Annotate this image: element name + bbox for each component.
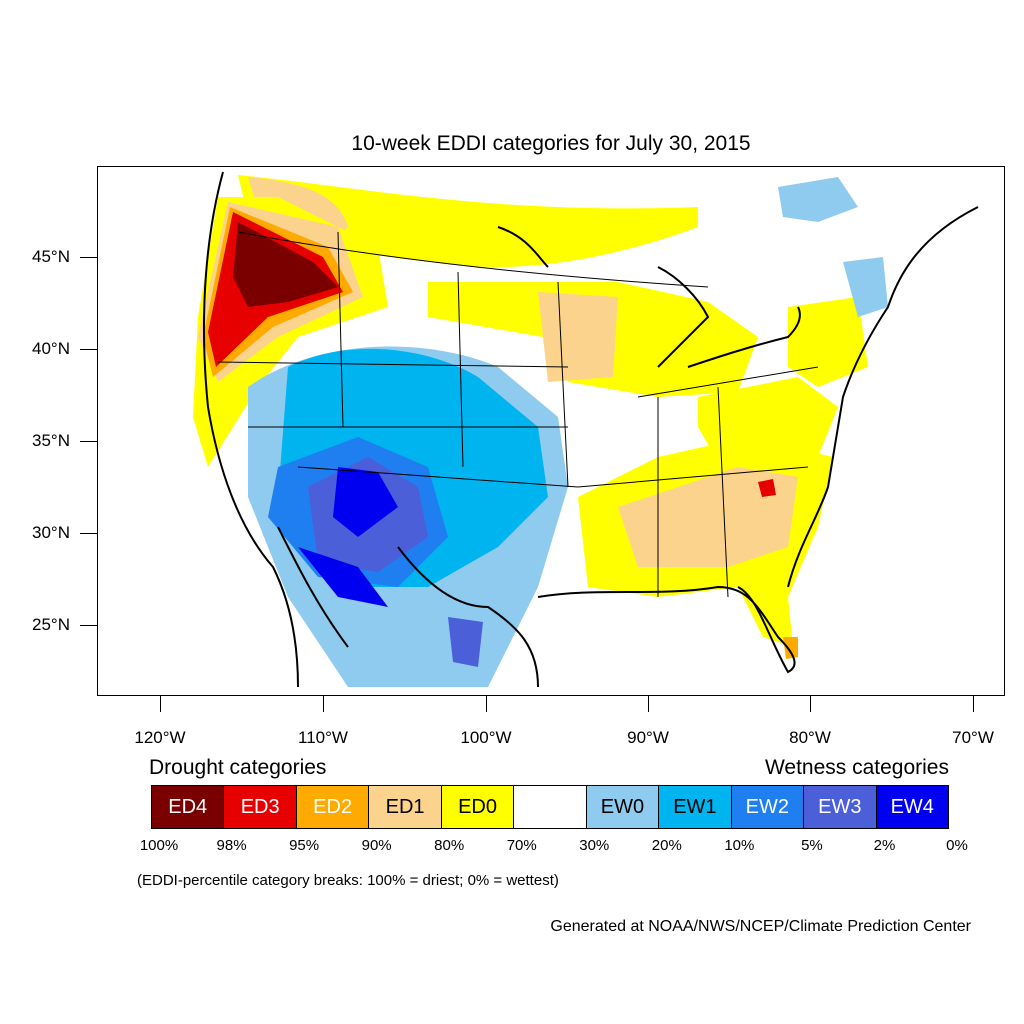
- eddi-map: [193, 171, 979, 688]
- legend-break: 100%: [139, 837, 179, 854]
- lon-tick: [810, 696, 811, 712]
- region-ed0-ohio: [698, 377, 838, 462]
- wetness-heading: Wetness categories: [764, 756, 949, 779]
- credit-line: Generated at NOAA/NWS/NCEP/Climate Predi…: [550, 918, 971, 935]
- lat-tick: [80, 533, 97, 534]
- legend-cell-ed1: ED1: [369, 786, 442, 828]
- lon-label-70: 70°W: [952, 728, 994, 747]
- legend-break: 10%: [724, 837, 755, 854]
- lon-label-90: 90°W: [627, 728, 669, 747]
- category-legend: ED4 ED3 ED2 ED1 ED0 EW0 EW1 EW2 EW3 EW4: [151, 785, 949, 829]
- region-ew0-maine: [843, 257, 888, 317]
- legend-cell-ed2: ED2: [296, 786, 370, 828]
- lat-tick: [80, 349, 97, 350]
- legend-break: 98%: [216, 837, 247, 854]
- legend-break: 30%: [579, 837, 610, 854]
- lat-tick: [80, 257, 97, 258]
- drought-heading: Drought categories: [149, 756, 327, 779]
- lat-label-25: 25°N: [32, 615, 70, 634]
- region-ed3-sc: [758, 479, 776, 497]
- legend-cell-neutral: [514, 786, 587, 828]
- legend-cell-ew2: EW2: [731, 786, 805, 828]
- map-panel: [97, 166, 1005, 696]
- lon-tick: [973, 696, 974, 712]
- legend-cell-ed3: ED3: [224, 786, 297, 828]
- lon-label-120: 120°W: [134, 728, 186, 747]
- legend-break: 5%: [801, 837, 823, 854]
- legend-break: 2%: [873, 837, 896, 854]
- lon-tick: [160, 696, 161, 712]
- legend-cell-ed4: ED4: [152, 786, 225, 828]
- region-ew4-sw: [333, 467, 398, 537]
- region-ew3-mexico: [448, 617, 483, 667]
- region-ed1-upper-midwest: [538, 292, 618, 382]
- legend-break: 70%: [506, 837, 537, 854]
- region-ew0-quebec: [778, 177, 858, 222]
- lon-label-100: 100°W: [460, 728, 512, 747]
- state-borders: [217, 231, 819, 598]
- legend-cell-ew0: EW0: [586, 786, 660, 828]
- legend-break: 20%: [651, 837, 682, 854]
- lat-label-45: 45°N: [32, 247, 70, 266]
- lat-label-35: 35°N: [32, 431, 70, 450]
- legend-break: 0%: [946, 837, 968, 854]
- legend-break: 90%: [361, 837, 392, 854]
- lon-tick: [323, 696, 324, 712]
- region-ed3-fl: [783, 637, 798, 659]
- lat-tick: [80, 441, 97, 442]
- legend-break: 80%: [434, 837, 465, 854]
- legend-cell-ew4: EW4: [876, 786, 948, 828]
- region-ed0-ne: [788, 297, 868, 387]
- category-note: (EDDI-percentile category breaks: 100% =…: [137, 872, 559, 889]
- region-ew4-baja: [298, 547, 388, 607]
- lat-label-30: 30°N: [32, 523, 70, 542]
- legend-cell-ed0: ED0: [441, 786, 515, 828]
- lat-label-40: 40°N: [32, 339, 70, 358]
- lat-tick: [80, 625, 97, 626]
- legend-cell-ew1: EW1: [659, 786, 732, 828]
- region-ed4-nw: [233, 222, 338, 307]
- lon-tick: [486, 696, 487, 712]
- legend-break: 95%: [289, 837, 320, 854]
- lon-tick: [648, 696, 649, 712]
- lon-label-80: 80°W: [789, 728, 831, 747]
- legend-cell-ew3: EW3: [804, 786, 877, 828]
- lon-label-110: 110°W: [298, 728, 348, 747]
- coastlines: [203, 171, 979, 688]
- map-title: 10-week EDDI categories for July 30, 201…: [351, 132, 751, 155]
- region-ed1-se: [618, 467, 798, 567]
